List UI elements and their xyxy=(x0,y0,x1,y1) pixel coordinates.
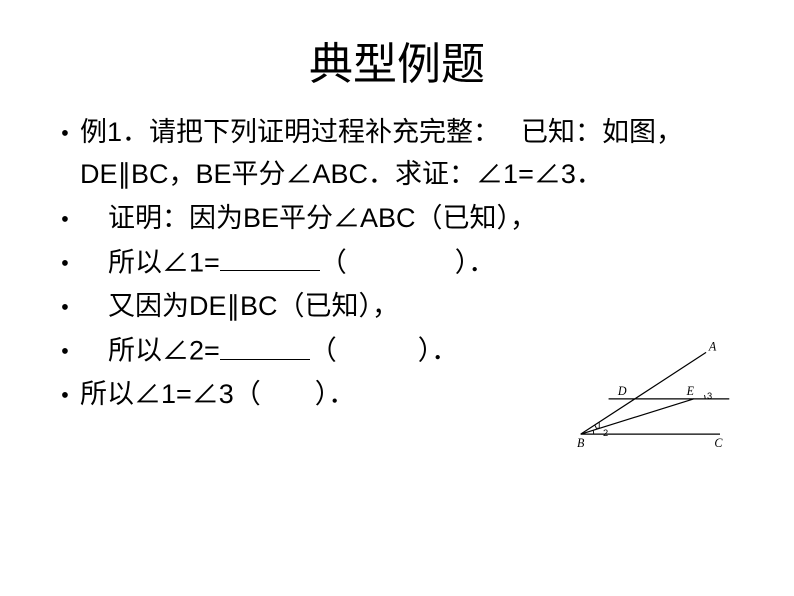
line-text: 所以∠1=（ ）． xyxy=(80,242,754,285)
svg-text:E: E xyxy=(686,384,695,398)
bullet-line: • 所以∠1=（ ）． xyxy=(50,242,754,285)
svg-text:D: D xyxy=(617,384,627,398)
geometry-diagram: A D E B C 12 3 xyxy=(560,332,750,462)
bullet-dot: • xyxy=(50,242,80,283)
svg-text:B: B xyxy=(577,436,585,450)
bullet-dot: • xyxy=(50,330,80,371)
svg-text:A: A xyxy=(708,340,717,354)
line-text: 例1．请把下列证明过程补充完整： 已知：如图，DE∥BC，BE平分∠ABC．求证… xyxy=(80,112,754,196)
bullet-line: • 又因为DE∥BC（已知）， xyxy=(50,286,754,328)
line-text: 证明：因为BE平分∠ABC（已知）， xyxy=(80,198,754,240)
bullet-line: • 例1．请把下列证明过程补充完整： 已知：如图，DE∥BC，BE平分∠ABC．… xyxy=(50,112,754,196)
svg-text:1: 1 xyxy=(597,421,602,431)
bullet-line: • 证明：因为BE平分∠ABC（已知）， xyxy=(50,198,754,240)
page-title: 典型例题 xyxy=(0,0,794,112)
svg-text:C: C xyxy=(714,436,723,450)
bullet-dot: • xyxy=(50,112,80,153)
bullet-dot: • xyxy=(50,198,80,239)
bullet-dot: • xyxy=(50,286,80,327)
line-text: 又因为DE∥BC（已知）， xyxy=(80,286,754,328)
svg-text:2: 2 xyxy=(603,428,608,438)
svg-text:3: 3 xyxy=(707,391,712,401)
bullet-dot: • xyxy=(50,374,80,415)
